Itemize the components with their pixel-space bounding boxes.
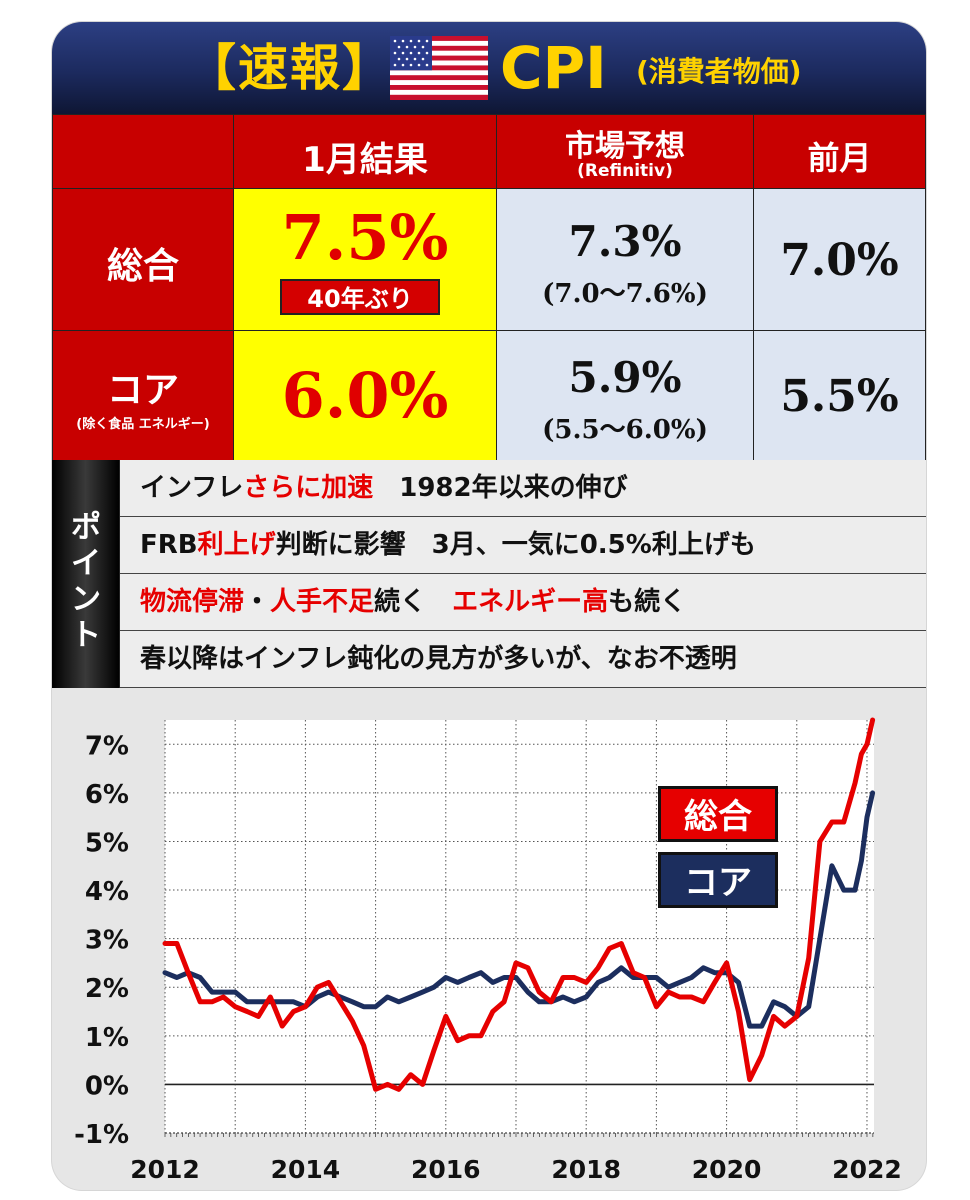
y-tick-label: 5% bbox=[85, 828, 129, 858]
cpi-infographic-card: 【速報】 CPI (消費者物価) bbox=[52, 22, 926, 1190]
point-row-2: FRB利上げ判断に影響 3月、一気に0.5%利上げも bbox=[120, 517, 926, 574]
forecast-value-overall: 7.3% bbox=[568, 217, 682, 266]
y-tick-label: -1% bbox=[74, 1120, 129, 1150]
x-tick-label: 2020 bbox=[692, 1155, 762, 1184]
point-row-1: インフレさらに加速 1982年以来の伸び bbox=[120, 460, 926, 517]
plot-area bbox=[165, 720, 874, 1133]
us-flag-icon bbox=[390, 36, 488, 100]
series-line-core bbox=[162, 790, 876, 1029]
point-row-3: 物流停滞・人手不足続く エネルギー高も続く bbox=[120, 574, 926, 631]
x-tick-label: 2022 bbox=[832, 1155, 902, 1184]
forecast-value-core: 5.9% bbox=[568, 353, 682, 402]
x-tick-label: 2018 bbox=[551, 1155, 621, 1184]
legend-core: コア bbox=[658, 852, 778, 908]
point-row-4: 春以降はインフレ鈍化の見方が多いが、なお不透明 bbox=[120, 631, 926, 688]
cpi-line-chart: -1% 0% 1% 2% 3% 4% 5% 6% 7% 2012 2014 2016 2018 2020 2… bbox=[74, 717, 902, 1184]
row-label-core: コア (除く食品 エネルギー) bbox=[52, 330, 234, 461]
table-corner-cell bbox=[52, 114, 234, 189]
points-label-char: ポ bbox=[71, 510, 101, 545]
prev-cell-core: 5.5% bbox=[753, 330, 926, 461]
y-tick-label: 3% bbox=[85, 926, 129, 956]
result-cell-core: 6.0% bbox=[233, 330, 497, 461]
x-tick-label: 2012 bbox=[130, 1155, 200, 1184]
prev-value-core: 5.5% bbox=[780, 371, 899, 422]
result-cell-overall: 7.5% 40年ぶり bbox=[233, 188, 497, 331]
header-title: CPI bbox=[500, 34, 607, 102]
col-header-prev: 前月 bbox=[753, 114, 926, 189]
y-tick-label: 6% bbox=[85, 780, 129, 810]
legend-overall: 総合 bbox=[658, 786, 778, 842]
y-tick-label: 7% bbox=[85, 731, 129, 761]
header-subtitle: (消費者物価) bbox=[636, 55, 802, 88]
points-label-char: ン bbox=[71, 582, 101, 617]
prev-value-overall: 7.0% bbox=[780, 235, 899, 286]
header-badge: 【速報】 bbox=[186, 39, 394, 97]
row-label-overall: 総合 bbox=[52, 188, 234, 331]
cpi-chart: -1% 0% 1% 2% 3% 4% 5% 6% 7% 2012 2014 2016 2018 2020 2… bbox=[52, 690, 926, 1190]
result-value-core: 6.0% bbox=[281, 359, 449, 432]
y-tick-label: 1% bbox=[85, 1023, 129, 1053]
col-header-forecast: 市場予想 (Refinitiv) bbox=[496, 114, 754, 189]
forecast-range-overall: (7.0〜7.6%) bbox=[542, 279, 708, 309]
result-value-overall: 7.5% bbox=[281, 201, 449, 274]
y-tick-label: 2% bbox=[85, 974, 129, 1004]
forecast-range-core: (5.5〜6.0%) bbox=[542, 415, 708, 445]
points-label-char: イ bbox=[71, 546, 101, 581]
forecast-cell-overall: 7.3% (7.0〜7.6%) bbox=[496, 188, 754, 331]
prev-cell-overall: 7.0% bbox=[753, 188, 926, 331]
record-tag: 40年ぶり bbox=[280, 279, 440, 315]
forecast-cell-core: 5.9% (5.5〜6.0%) bbox=[496, 330, 754, 461]
y-tick-label: 0% bbox=[85, 1071, 129, 1101]
points-label-char: ト bbox=[71, 618, 101, 653]
x-tick-label: 2016 bbox=[411, 1155, 481, 1184]
header-banner: 【速報】 CPI (消費者物価) bbox=[52, 22, 926, 114]
x-tick-label: 2014 bbox=[271, 1155, 341, 1184]
points-label: ポ イ ン ト bbox=[52, 460, 120, 688]
series-line-overall bbox=[162, 717, 876, 1092]
col-header-result: 1月結果 bbox=[233, 114, 497, 189]
y-tick-label: 4% bbox=[85, 877, 129, 907]
